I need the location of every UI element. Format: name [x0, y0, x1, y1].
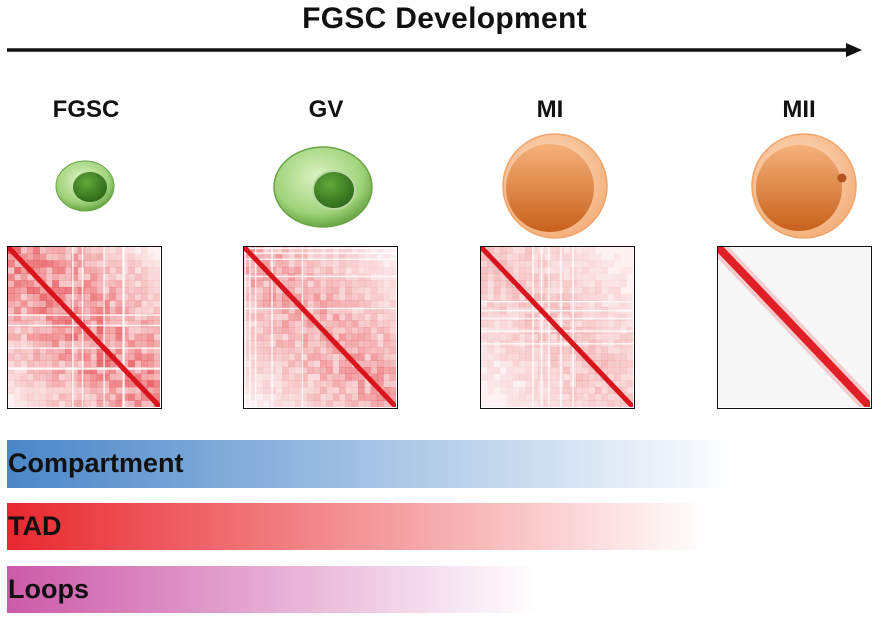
stage-label-fgsc: FGSC	[52, 96, 120, 123]
contact-map-gv	[243, 246, 398, 409]
compartment-bar	[7, 440, 737, 488]
contact-map-fgsc	[7, 246, 162, 409]
large-green-cell-icon	[273, 146, 373, 228]
contact-map-mi	[480, 246, 635, 409]
orange-oocyte-with-polar-body-icon	[751, 133, 857, 239]
tad-bar	[7, 503, 707, 550]
compartment-label: Compartment	[8, 448, 184, 478]
tad-label: TAD	[8, 511, 62, 541]
loops-label: Loops	[8, 574, 89, 604]
stage-label-gv: GV	[308, 96, 344, 123]
contact-map-mii	[717, 246, 872, 409]
loops-bar	[7, 566, 537, 613]
stage-label-mi: MI	[536, 96, 564, 123]
diagram-title: FGSC Development	[302, 2, 587, 35]
stage-label-mii: MII	[782, 96, 816, 123]
orange-oocyte-icon	[502, 133, 608, 239]
small-green-cell-icon	[55, 160, 115, 212]
